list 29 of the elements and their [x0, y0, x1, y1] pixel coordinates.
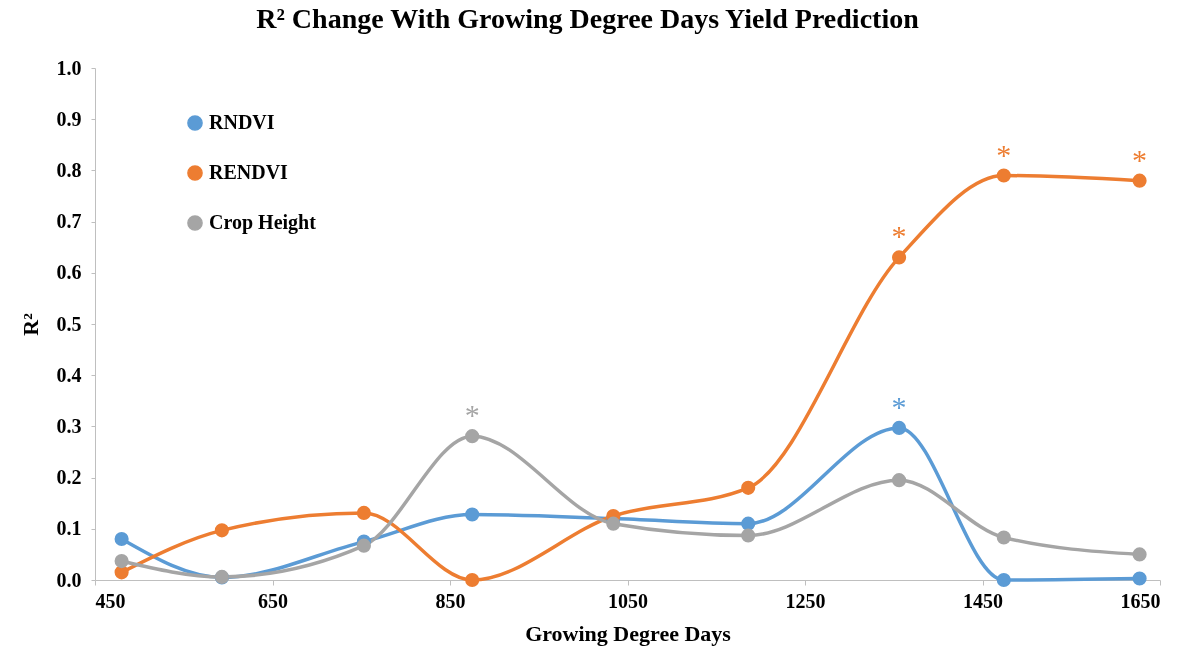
legend-label: RNDVI [209, 111, 275, 133]
y-tick-label: 0.0 [56, 568, 82, 591]
y-tick-label: 0.4 [56, 363, 82, 386]
x-tick-label: 1050 [608, 589, 648, 612]
y-tick-label: 0.9 [56, 107, 82, 130]
y-tick-label: 0.6 [56, 261, 82, 284]
x-tick-label: 1450 [963, 589, 1003, 612]
legend-label: RENDVI [209, 161, 289, 183]
annotation: * [891, 219, 907, 253]
annotation: * [891, 389, 907, 423]
x-tick-label: 850 [435, 589, 466, 612]
x-tick-label: 1250 [785, 589, 826, 612]
y-axis-title: R² [17, 312, 43, 336]
x-tick-label: 1650 [1120, 589, 1161, 612]
y-tick-label: 0.2 [56, 466, 82, 489]
y-tick-label: 0.1 [56, 517, 82, 540]
legend-label: Crop Height [209, 211, 317, 234]
annotation: * [1132, 142, 1148, 176]
y-tick-label: 0.8 [56, 158, 82, 181]
x-tick-label: 450 [95, 589, 126, 612]
x-tick-label: 650 [258, 589, 288, 612]
y-tick-label: 0.7 [56, 210, 82, 233]
y-tick-label: 1.0 [56, 56, 82, 79]
y-tick-label: 0.5 [56, 312, 82, 335]
annotation: * [464, 398, 480, 432]
y-tick-label: 0.3 [56, 414, 82, 437]
annotation: * [996, 137, 1012, 171]
chart-title: R² Change With Growing Degree Days Yield Prediction [256, 3, 920, 34]
x-axis-title: Growing Degree Days [525, 620, 732, 646]
